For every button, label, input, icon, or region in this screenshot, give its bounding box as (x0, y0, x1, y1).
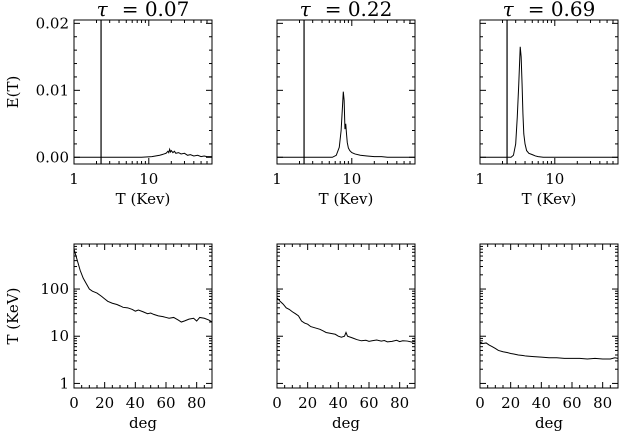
x-axis-label: deg (535, 414, 563, 432)
y-axis-label: T (KeV) (4, 288, 22, 345)
plot-frame (479, 19, 619, 165)
panel-title: τ = 0.69 (503, 0, 596, 21)
x-tick-label: 40 (329, 394, 348, 412)
plot-frame (276, 19, 416, 165)
plot-frame (73, 19, 213, 165)
x-tick-label: 20 (95, 394, 114, 412)
series-line (74, 147, 212, 158)
tau-symbol: τ (97, 0, 109, 21)
y-tick-label: 0.02 (36, 14, 69, 32)
x-tick-label: 10 (139, 170, 158, 188)
x-tick-label: 1 (69, 170, 79, 188)
y-tick-label: 10 (50, 327, 69, 345)
x-axis-label: deg (129, 414, 157, 432)
x-tick-label: 80 (593, 394, 612, 412)
tau-value: = 0.69 (528, 0, 596, 21)
x-tick-label: 80 (390, 394, 409, 412)
x-tick-label: 10 (545, 170, 564, 188)
panel-5: 0 20 40 60 80 deg (272, 243, 416, 432)
panel-title: τ = 0.22 (300, 0, 393, 21)
x-tick-label: 40 (126, 394, 145, 412)
x-tick-label: 80 (187, 394, 206, 412)
x-tick-label: 0 (272, 394, 282, 412)
series-line (74, 249, 212, 323)
x-tick-label: 60 (359, 394, 378, 412)
panel-6: 0 20 40 60 80 deg (475, 243, 619, 432)
y-tick-label: 0.01 (36, 81, 69, 99)
x-tick-label: 60 (562, 394, 581, 412)
plot-frame (276, 243, 416, 389)
x-axis-label: deg (332, 414, 360, 432)
x-axis-label: T (Kev) (522, 190, 577, 208)
x-tick-label: 1 (272, 170, 282, 188)
panel-1: 1 10 0.00 0.01 0.02 T (Kev) E(T) τ = 0.07 (4, 0, 213, 208)
panel-3: 1 10 T (Kev) τ = 0.69 (475, 0, 619, 208)
x-axis-label: T (Kev) (319, 190, 374, 208)
panel-title: τ = 0.07 (97, 0, 190, 21)
x-tick-label: 60 (156, 394, 175, 412)
panel-4: 0 20 40 60 80 1 10 100 deg T (KeV) (4, 243, 213, 432)
x-tick-label: 0 (69, 394, 79, 412)
series-line (277, 91, 415, 158)
tau-symbol: τ (503, 0, 515, 21)
x-tick-label: 20 (298, 394, 317, 412)
x-tick-label: 20 (501, 394, 520, 412)
y-axis-label: E(T) (4, 76, 22, 109)
y-tick-label: 0.00 (36, 148, 69, 166)
x-tick-label: 0 (475, 394, 485, 412)
x-tick-label: 10 (342, 170, 361, 188)
x-axis-label: T (Kev) (116, 190, 171, 208)
x-tick-label: 40 (532, 394, 551, 412)
plot-frame (479, 243, 619, 389)
y-tick-label: 1 (59, 374, 69, 392)
panel-2: 1 10 T (Kev) τ = 0.22 (272, 0, 416, 208)
plot-frame (73, 243, 213, 389)
x-tick-label: 1 (475, 170, 485, 188)
series-line (480, 341, 618, 360)
series-line (277, 297, 415, 343)
series-line (480, 46, 618, 158)
y-tick-label: 100 (40, 280, 69, 298)
tau-symbol: τ (300, 0, 312, 21)
tau-value: = 0.22 (325, 0, 393, 21)
tau-value: = 0.07 (122, 0, 190, 21)
